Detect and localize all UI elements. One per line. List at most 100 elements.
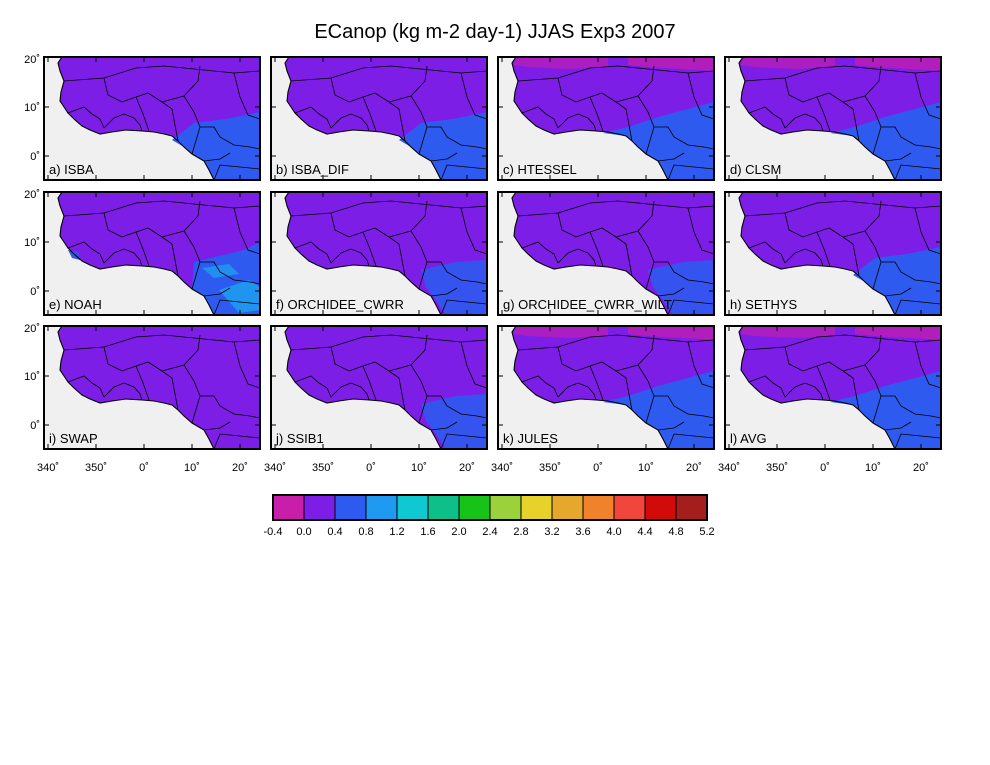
country-borders	[290, 334, 487, 449]
lon-tick-label: 350˚	[766, 462, 788, 474]
lon-tick-label: 10˚	[411, 462, 427, 474]
panel-frame	[270, 325, 488, 450]
colorbar-swatch	[458, 494, 491, 521]
panel-label: c) HTESSEL	[503, 162, 577, 177]
colorbar-swatch	[675, 494, 708, 521]
coastline	[57, 326, 260, 449]
value-region	[830, 102, 941, 180]
value-region	[421, 394, 487, 449]
value-region	[855, 57, 941, 71]
map-panel: l) AVG	[724, 325, 942, 450]
panel-label: h) SETHYS	[730, 297, 798, 312]
lat-tick-label: 10˚	[24, 102, 40, 114]
colorbar: -0.4 0.0 0.4 0.8 1.2 1.6 2.0 2.4 2.8 3.2 3.6 4.0 4.4…	[264, 494, 715, 538]
map-panel: c) HTESSEL	[497, 56, 715, 181]
panel-label: i) SWAP	[49, 431, 98, 446]
panel-frame	[724, 56, 942, 181]
country-borders	[517, 65, 714, 180]
coastline	[738, 326, 941, 449]
coastline	[57, 192, 260, 315]
map-panels: a) ISBA b) ISBA_DIF c) HTESSEL d) CLSM e) NO…	[43, 56, 942, 450]
value-region	[202, 264, 239, 278]
coastline	[511, 326, 714, 449]
colorbar-swatch	[520, 494, 553, 521]
panel-frame	[724, 325, 942, 450]
map-panel: d) CLSM	[724, 56, 942, 181]
value-region	[628, 326, 714, 340]
map-panel: a) ISBA	[43, 56, 261, 181]
value-region	[421, 260, 487, 315]
panel-label: b) ISBA_DIF	[276, 162, 349, 177]
value-region	[68, 250, 80, 260]
lat-tick-label: 0˚	[30, 151, 40, 163]
colorbar-swatch	[644, 494, 677, 521]
colorbar-label: 3.6	[575, 526, 590, 538]
country-borders	[744, 65, 941, 180]
lon-tick-label: 340˚	[264, 462, 286, 474]
country-borders	[63, 65, 260, 180]
map-panel: k) JULES	[497, 325, 715, 450]
value-region	[648, 260, 714, 315]
value-region	[741, 57, 835, 69]
panel-label: a) ISBA	[49, 162, 94, 177]
colorbar-swatch	[427, 494, 460, 521]
colorbar-swatch	[582, 494, 615, 521]
lat-tick-label: 0˚	[30, 420, 40, 432]
value-region	[514, 57, 608, 69]
panel-frame	[43, 325, 261, 450]
panel-frame	[497, 191, 715, 316]
panel-label: j) SSIB1	[275, 431, 324, 446]
panel-label: e) NOAH	[49, 297, 102, 312]
colorbar-label: 1.2	[389, 526, 404, 538]
map-panel: j) SSIB1	[270, 325, 488, 450]
panel-frame	[270, 191, 488, 316]
value-region	[830, 371, 941, 449]
coastline	[738, 192, 941, 315]
value-region	[603, 102, 714, 180]
lon-tick-label: 10˚	[865, 462, 881, 474]
lon-tick-label: 340˚	[718, 462, 740, 474]
panel-label: d) CLSM	[730, 162, 781, 177]
panel-frame	[497, 325, 715, 450]
colorbar-frame	[272, 494, 708, 521]
country-borders	[63, 200, 260, 315]
panel-label: f) ORCHIDEE_CWRR	[276, 297, 404, 312]
coastline	[511, 57, 714, 180]
country-borders	[290, 65, 487, 180]
country-borders	[517, 334, 714, 449]
colorbar-swatch	[365, 494, 398, 521]
value-region	[514, 326, 608, 338]
panel-label: l) AVG	[730, 431, 767, 446]
colorbar-label: 4.4	[637, 526, 652, 538]
lat-tick-label: 20˚	[24, 323, 40, 335]
lon-tick-label: 0˚	[820, 462, 830, 474]
panel-frame	[270, 56, 488, 181]
map-panel: h) SETHYS	[724, 191, 942, 316]
value-region	[603, 371, 714, 449]
lon-tick-label: 20˚	[913, 462, 929, 474]
colorbar-swatch	[551, 494, 584, 521]
lat-tick-label: 0˚	[30, 286, 40, 298]
lon-tick-label: 10˚	[638, 462, 654, 474]
colorbar-label: 0.0	[296, 526, 311, 538]
panel-frame	[43, 191, 261, 316]
lon-tick-label: 20˚	[459, 462, 475, 474]
colorbar-label: 1.6	[420, 526, 435, 538]
value-region	[853, 247, 941, 315]
colorbar-swatch	[303, 494, 336, 521]
map-panel: e) NOAH	[43, 191, 261, 316]
lon-tick-label: 350˚	[85, 462, 107, 474]
coastline	[738, 57, 941, 180]
lon-tick-label: 20˚	[232, 462, 248, 474]
value-region	[628, 57, 714, 71]
lon-tick-label: 0˚	[593, 462, 603, 474]
country-borders	[744, 200, 941, 315]
colorbar-swatch	[334, 494, 367, 521]
lat-tick-label: 10˚	[24, 237, 40, 249]
lon-tick-label: 350˚	[312, 462, 334, 474]
axis-labels: 20˚ 10˚ 0˚ 20˚ 10˚ 0˚ 20˚ 10˚ 0˚ 340˚ 350˚ 0˚ 10˚ 20˚…	[24, 54, 929, 474]
colorbar-label: 5.2	[699, 526, 714, 538]
lon-tick-label: 20˚	[686, 462, 702, 474]
value-region	[855, 326, 941, 340]
